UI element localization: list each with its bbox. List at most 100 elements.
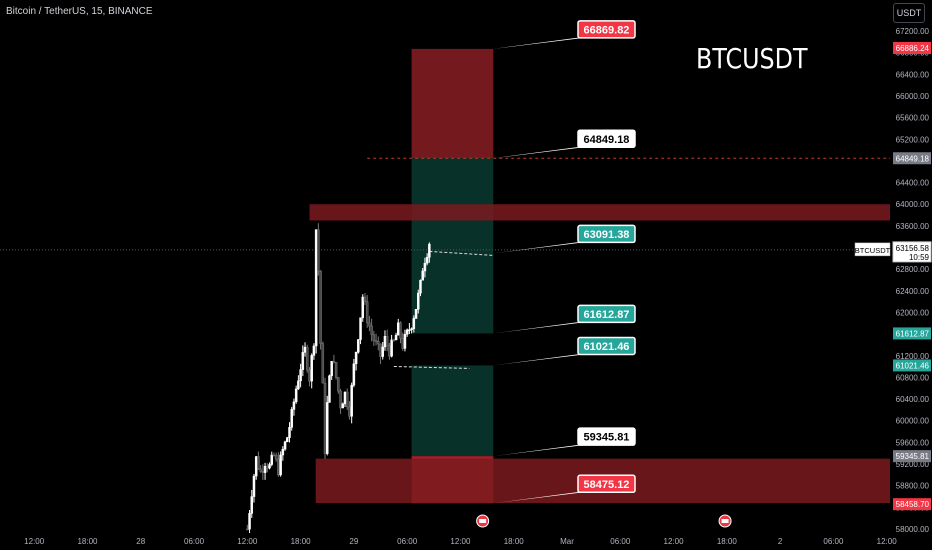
x-tick-label: 2 xyxy=(778,537,783,546)
callout-box xyxy=(577,474,636,494)
candle-body xyxy=(405,329,409,335)
axis-tag-label-6: 58458.70 xyxy=(896,500,930,509)
candle-body xyxy=(337,377,340,392)
candle-body xyxy=(263,466,267,473)
x-tick-label: 06:00 xyxy=(397,537,418,546)
currency-button[interactable]: USDT xyxy=(893,3,925,23)
candle-body xyxy=(274,455,278,460)
candle-body xyxy=(357,339,360,353)
candle-body xyxy=(317,229,320,272)
candle-body xyxy=(288,427,291,438)
callout-label-4: 61021.46 xyxy=(584,341,630,353)
axis-tag-green xyxy=(893,359,931,372)
y-tick-label: 59600.00 xyxy=(896,438,930,447)
y-tick-label: 60400.00 xyxy=(896,395,930,404)
callout-label-1: 64849.18 xyxy=(584,134,630,146)
candle-body xyxy=(348,406,351,417)
candle-body xyxy=(370,325,373,335)
candle-body xyxy=(325,402,329,454)
callout-box xyxy=(577,20,636,39)
x-tick-label: Mar xyxy=(560,537,574,546)
y-tick-label: 61200.00 xyxy=(896,352,930,361)
candle-body xyxy=(261,471,265,473)
candle-body xyxy=(365,301,369,324)
callout-pointer xyxy=(493,241,592,254)
candle-body xyxy=(294,388,298,403)
candle-body xyxy=(310,355,313,382)
candle-body xyxy=(381,346,384,357)
candle-body xyxy=(279,454,282,476)
callout-pointer xyxy=(493,146,592,159)
axis-tag-label-0: 66886.24 xyxy=(896,44,930,53)
candle-body xyxy=(388,345,391,357)
candle-body xyxy=(343,391,347,405)
candle-body xyxy=(334,362,338,378)
candle-body xyxy=(332,360,336,363)
candle-body xyxy=(410,328,413,331)
axis-tag-red xyxy=(893,498,931,511)
candle-body xyxy=(425,256,429,264)
y-tick-label: 65200.00 xyxy=(896,135,930,144)
candle-body xyxy=(394,334,398,341)
candle-body xyxy=(428,243,431,258)
candle-body xyxy=(417,292,420,310)
zone-red-0 xyxy=(411,48,494,159)
candle-body xyxy=(341,403,345,409)
candle-body xyxy=(270,454,273,465)
zone-red-band-4 xyxy=(309,204,891,221)
x-tick-label: 12:00 xyxy=(664,537,685,546)
candle-body xyxy=(345,391,349,408)
y-tick-label: 65600.00 xyxy=(896,114,930,123)
candle-body xyxy=(319,270,322,344)
overlay-title: BTCUSDT xyxy=(696,42,808,75)
candle-body xyxy=(290,409,293,428)
candle-body xyxy=(403,333,407,349)
countdown-label: 10:59 xyxy=(909,253,930,262)
zone-green-2 xyxy=(411,365,494,457)
candle-body xyxy=(308,369,311,382)
x-tick-label: 28 xyxy=(136,537,145,546)
candle-body xyxy=(297,380,300,390)
candle-body xyxy=(250,496,254,514)
candle-body xyxy=(379,343,382,357)
candle-body xyxy=(330,360,333,377)
candle-body xyxy=(352,363,356,386)
x-tick-label: 18:00 xyxy=(291,537,312,546)
callout-label-3: 61612.87 xyxy=(584,309,630,321)
y-tick-label: 63600.00 xyxy=(896,222,930,231)
candle-body xyxy=(397,322,400,336)
y-tick-label: 66000.00 xyxy=(896,92,930,101)
candle-body xyxy=(254,456,258,477)
callout-label-0: 66869.82 xyxy=(584,24,630,36)
candle-body xyxy=(414,309,418,319)
candle-body xyxy=(390,339,393,357)
callout-pointer xyxy=(493,444,592,457)
symbol-tag xyxy=(854,242,891,257)
x-tick-label: 12:00 xyxy=(237,537,258,546)
callout-box xyxy=(577,427,636,446)
x-tick-label: 12:00 xyxy=(24,537,45,546)
current-price-tag xyxy=(892,241,932,263)
candle-body xyxy=(350,384,353,417)
axis-tag-green xyxy=(893,327,931,340)
event-marker-flag-icon xyxy=(721,519,729,523)
candle-body xyxy=(419,279,422,294)
candle-body xyxy=(259,468,262,472)
candle-body xyxy=(306,346,309,371)
candle-body xyxy=(292,401,296,410)
y-tick-label: 64400.00 xyxy=(896,179,930,188)
x-tick-label: 18:00 xyxy=(717,537,738,546)
y-tick-label: 64000.00 xyxy=(896,200,930,209)
candle-body xyxy=(392,339,396,342)
callout-pointer xyxy=(493,321,592,334)
callout-label-2: 63091.38 xyxy=(584,229,630,241)
candle-body xyxy=(421,270,424,281)
x-tick-label: 18:00 xyxy=(504,537,525,546)
candle-body xyxy=(328,375,331,403)
y-tick-label: 60800.00 xyxy=(896,373,930,382)
candle-body xyxy=(266,466,269,469)
candle-body xyxy=(385,336,389,346)
candle-body xyxy=(359,317,362,340)
y-tick-label: 62400.00 xyxy=(896,287,930,296)
